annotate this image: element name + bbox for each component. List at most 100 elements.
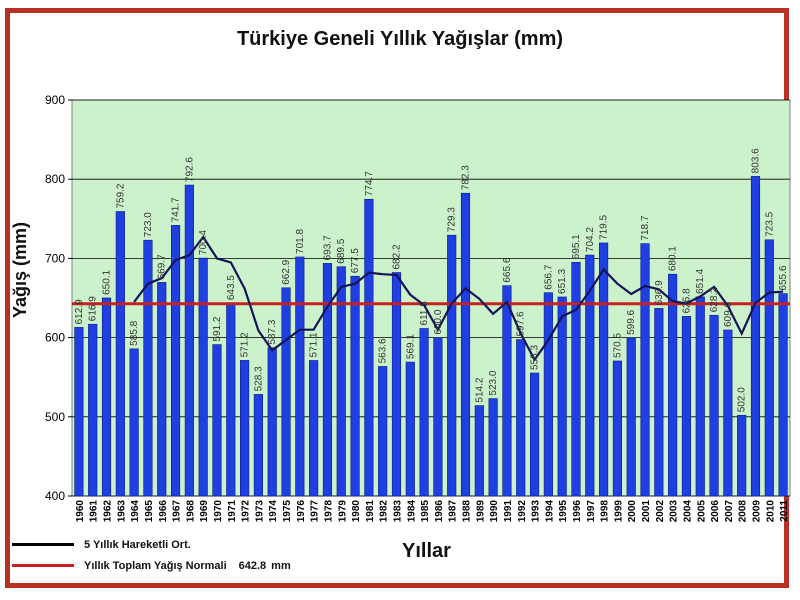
data-label-1968: 792.6 bbox=[184, 157, 195, 182]
x-tick-label-2007: 2007 bbox=[724, 500, 735, 523]
bar-2004 bbox=[681, 316, 692, 497]
legend: 5 Yıllık Hareketli Ort. Yıllık Toplam Ya… bbox=[12, 534, 291, 576]
data-label-1964: 585.8 bbox=[129, 320, 140, 345]
data-label-1986: 600.0 bbox=[433, 309, 444, 334]
x-tick-label-1996: 1996 bbox=[572, 500, 583, 523]
y-tick-label-500: 500 bbox=[45, 410, 65, 424]
data-label-1997: 704.2 bbox=[585, 227, 596, 252]
x-tick-label-1968: 1968 bbox=[185, 500, 196, 523]
y-tick-label-600: 600 bbox=[45, 331, 65, 345]
bar-1972 bbox=[240, 360, 250, 497]
y-tick-label-700: 700 bbox=[45, 251, 65, 265]
data-label-2005: 651.4 bbox=[695, 268, 706, 293]
moving-average-line bbox=[133, 235, 784, 362]
data-label-1979: 689.5 bbox=[336, 238, 347, 263]
chart-title: Türkiye Geneli Yıllık Yağışlar (mm) bbox=[236, 28, 564, 50]
bar-1996 bbox=[571, 261, 581, 497]
data-label-1988: 782.3 bbox=[461, 165, 472, 190]
x-tick-label-1971: 1971 bbox=[227, 500, 238, 523]
data-label-1973: 528.3 bbox=[253, 366, 264, 391]
x-tick-label-1997: 1997 bbox=[586, 500, 597, 523]
data-label-2007: 609.6 bbox=[723, 302, 734, 327]
data-label-1984: 569.1 bbox=[405, 334, 416, 359]
x-tick-label-1994: 1994 bbox=[544, 500, 555, 523]
data-label-1963: 759.2 bbox=[115, 183, 126, 208]
y-tick-label-900: 900 bbox=[45, 93, 65, 107]
x-tick-label-1983: 1983 bbox=[392, 500, 403, 523]
bar-1974 bbox=[267, 347, 277, 497]
bar-1997 bbox=[585, 254, 595, 497]
bar-2003 bbox=[668, 273, 678, 497]
bar-2007 bbox=[723, 329, 733, 497]
bar-1971 bbox=[226, 302, 236, 497]
y-tick-label-400: 400 bbox=[45, 489, 65, 503]
data-label-2000: 599.6 bbox=[626, 309, 637, 334]
data-label-1977: 571.1 bbox=[309, 332, 320, 357]
data-label-1972: 571.2 bbox=[240, 332, 251, 357]
data-label-2001: 718.7 bbox=[640, 215, 651, 240]
data-label-1960: 612.9 bbox=[74, 299, 85, 324]
data-label-1993: 555.3 bbox=[530, 345, 541, 370]
data-label-2003: 680.1 bbox=[668, 246, 679, 271]
x-tick-label-1970: 1970 bbox=[213, 500, 224, 523]
data-label-2010: 723.5 bbox=[764, 211, 775, 236]
x-tick-label-1992: 1992 bbox=[517, 500, 528, 523]
data-label-1961: 616.9 bbox=[88, 296, 99, 321]
bar-1985 bbox=[419, 328, 429, 497]
data-label-1989: 514.2 bbox=[474, 377, 485, 402]
data-label-1967: 741.7 bbox=[171, 197, 182, 222]
bar-1990 bbox=[488, 398, 498, 497]
legend-label-moving-average: 5 Yıllık Hareketli Ort. bbox=[84, 538, 191, 551]
x-tick-label-1993: 1993 bbox=[531, 500, 542, 523]
data-label-1965: 723.0 bbox=[143, 212, 154, 237]
data-label-1985: 611.5 bbox=[419, 301, 430, 326]
bar-1963 bbox=[115, 211, 125, 497]
data-label-1994: 656.7 bbox=[543, 264, 554, 289]
bar-1992 bbox=[516, 339, 526, 497]
x-tick-label-2001: 2001 bbox=[641, 500, 652, 523]
x-tick-label-2005: 2005 bbox=[696, 500, 707, 523]
bar-2002 bbox=[654, 308, 664, 497]
bar-1984 bbox=[405, 361, 415, 497]
x-tick-label-1975: 1975 bbox=[282, 500, 293, 523]
data-label-1971: 643.5 bbox=[226, 275, 237, 300]
x-tick-label-1963: 1963 bbox=[116, 500, 127, 523]
x-tick-label-2010: 2010 bbox=[765, 500, 776, 523]
y-tick-label-800: 800 bbox=[45, 172, 65, 186]
x-tick-label-1973: 1973 bbox=[254, 500, 265, 523]
bar-1977 bbox=[309, 360, 319, 497]
x-tick-label-1965: 1965 bbox=[144, 500, 155, 523]
bar-1986 bbox=[433, 337, 443, 497]
data-label-1966: 669.7 bbox=[157, 254, 168, 279]
bar-1980 bbox=[350, 275, 360, 497]
x-tick-label-1961: 1961 bbox=[89, 500, 100, 523]
data-label-1996: 695.1 bbox=[571, 234, 582, 259]
data-label-1995: 651.3 bbox=[557, 269, 568, 294]
x-tick-label-2000: 2000 bbox=[627, 500, 638, 523]
x-axis-label: Yıllar bbox=[402, 540, 451, 562]
bar-2001 bbox=[640, 243, 650, 497]
data-label-1970: 591.2 bbox=[212, 316, 223, 341]
bar-2008 bbox=[737, 414, 747, 497]
bar-1981 bbox=[364, 198, 374, 497]
x-tick-label-1964: 1964 bbox=[130, 500, 141, 523]
data-label-2004: 626.8 bbox=[681, 288, 692, 313]
x-tick-label-1978: 1978 bbox=[323, 500, 334, 523]
x-tick-label-1991: 1991 bbox=[503, 500, 514, 523]
data-label-1999: 570.5 bbox=[612, 333, 623, 358]
bar-1987 bbox=[447, 234, 457, 497]
bar-1968 bbox=[184, 184, 194, 497]
bar-1970 bbox=[212, 344, 222, 497]
bar-1969 bbox=[198, 257, 208, 497]
x-tick-label-2002: 2002 bbox=[655, 500, 666, 523]
bar-1964 bbox=[129, 348, 139, 497]
x-tick-label-1987: 1987 bbox=[448, 500, 459, 523]
legend-item-normal: Yıllık Toplam Yağış Normali 642.8 mm bbox=[12, 555, 291, 576]
x-tick-label-1979: 1979 bbox=[337, 500, 348, 523]
bar-1967 bbox=[170, 225, 181, 497]
data-label-2011: 655.6 bbox=[778, 265, 789, 290]
data-label-1983: 682.2 bbox=[391, 244, 402, 269]
bar-1976 bbox=[295, 256, 305, 497]
legend-normal-value: 642.8 bbox=[238, 559, 267, 572]
